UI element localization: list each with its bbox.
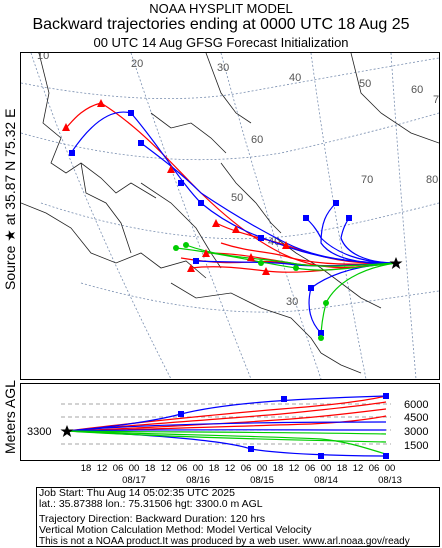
trajectory-markers (62, 99, 352, 341)
lon-label: 70 (433, 94, 439, 106)
lon-label: 20 (131, 58, 143, 70)
direction-text: Trajectory Direction: Backward Duration:… (39, 513, 266, 525)
start-height-label: 3300 (27, 426, 51, 438)
model-title: NOAA HYSPLIT MODEL (149, 1, 293, 16)
map-panel: 30 40 50 60 70 80 10 20 30 40 50 60 70 (20, 50, 442, 380)
height-tick: 3000 (404, 426, 428, 438)
lat-label: 70 (361, 174, 373, 186)
svg-text:12: 12 (97, 463, 108, 474)
svg-text:18: 18 (81, 463, 92, 474)
coastlines (20, 52, 440, 374)
svg-text:08/17: 08/17 (122, 475, 146, 486)
height-tick: 6000 (404, 399, 428, 411)
height-axis-ticks: 6000 4500 3000 1500 (404, 399, 428, 452)
location-text: lat.: 35.87388 lon.: 75.31506 hgt: 3300.… (39, 498, 263, 510)
svg-text:06: 06 (241, 463, 252, 474)
height-tick: 1500 (404, 440, 428, 452)
lat-label: 30 (286, 296, 298, 308)
height-markers (178, 393, 389, 459)
svg-text:00: 00 (257, 463, 268, 474)
hour-ticks: 18 12 06 00 18 12 06 00 18 12 06 00 18 1… (81, 463, 396, 474)
height-tick: 4500 (404, 412, 428, 424)
svg-text:12: 12 (225, 463, 236, 474)
lon-label: 30 (217, 62, 229, 74)
svg-text:18: 18 (209, 463, 220, 474)
lon-label: 10 (37, 53, 49, 62)
graticule (20, 52, 440, 380)
lon-label: 50 (359, 78, 371, 90)
source-star-marker (389, 257, 403, 269)
source-label: Source ★ at 35.87 N 75.32 E (2, 108, 18, 290)
lon-label: 40 (289, 72, 301, 84)
page-title: Backward trajectories ending at 0000 UTC… (32, 16, 410, 33)
height-panel: 3300 6000 4500 3000 1500 (20, 383, 440, 461)
height-axis-label: Meters AGL (2, 380, 18, 454)
vertical-method-text: Vertical Motion Calculation Method: Mode… (39, 524, 312, 536)
trajectory-map: 30 40 50 60 70 80 10 20 30 40 50 60 70 (20, 50, 442, 380)
svg-text:06: 06 (113, 463, 124, 474)
lon-label: 60 (411, 84, 423, 96)
disclaimer-text: This is not a NOAA product.It was produc… (39, 536, 410, 547)
svg-text:00: 00 (385, 463, 396, 474)
svg-text:12: 12 (161, 463, 172, 474)
date-labels: 08/17 08/16 08/15 08/14 08/13 (122, 475, 402, 486)
svg-text:08/14: 08/14 (314, 475, 338, 486)
svg-text:00: 00 (321, 463, 332, 474)
job-start-text: Job Start: Thu Aug 14 05:02:35 UTC 2025 (39, 487, 235, 499)
svg-text:08/16: 08/16 (186, 475, 210, 486)
svg-text:06: 06 (305, 463, 316, 474)
svg-text:06: 06 (177, 463, 188, 474)
svg-text:18: 18 (273, 463, 284, 474)
grid-labels: 30 40 50 60 70 80 10 20 30 40 50 60 70 (37, 50, 442, 308)
start-star-marker (60, 425, 74, 437)
svg-text:08/13: 08/13 (378, 475, 402, 486)
svg-text:08/15: 08/15 (250, 475, 274, 486)
svg-text:06: 06 (369, 463, 380, 474)
info-box (36, 487, 440, 547)
lat-label: 50 (231, 192, 243, 204)
svg-text:18: 18 (337, 463, 348, 474)
svg-text:00: 00 (129, 463, 140, 474)
height-trajectory-lines (66, 395, 387, 457)
svg-text:00: 00 (193, 463, 204, 474)
svg-text:18: 18 (145, 463, 156, 474)
svg-text:12: 12 (289, 463, 300, 474)
height-chart: 3300 6000 4500 3000 1500 (27, 393, 428, 459)
svg-text:12: 12 (353, 463, 364, 474)
time-axis: 18 12 06 00 18 12 06 00 18 12 06 00 18 1… (81, 463, 402, 486)
page-subtitle: 00 UTC 14 Aug GFSG Forecast Initializati… (93, 35, 349, 50)
lat-label: 60 (251, 134, 263, 146)
lat-label: 80 (426, 174, 438, 186)
